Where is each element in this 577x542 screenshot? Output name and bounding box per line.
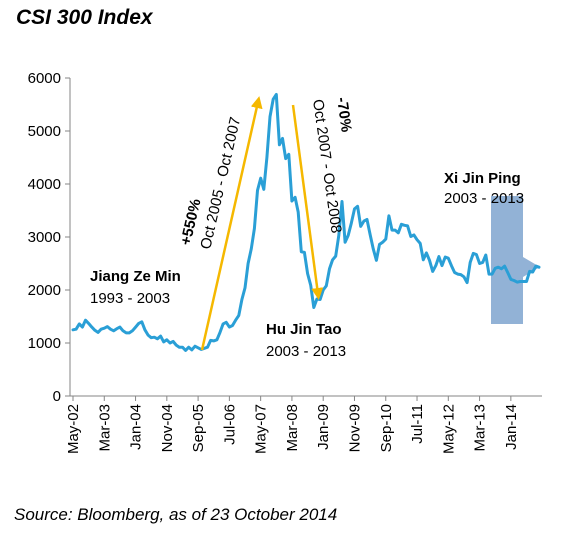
x-tick-label: Mar-03: [96, 404, 113, 452]
xi-years-label: 2003 - 2013: [444, 190, 524, 207]
x-tick-label: Jul-11: [409, 404, 426, 444]
x-tick-label: May-07: [253, 404, 270, 454]
y-tick-label: 5000: [28, 123, 61, 140]
jiang-name-label: Jiang Ze Min: [90, 268, 181, 285]
y-tick-label: 2000: [28, 282, 61, 299]
chart-title: CSI 300 Index: [16, 6, 153, 29]
xi-jin-ping-period-arrow: [523, 257, 540, 277]
xi-jin-ping-period-box: [491, 196, 523, 324]
hu-name-label: Hu Jin Tao: [266, 321, 342, 338]
y-tick-label: 0: [53, 388, 61, 405]
jiang-years-label: 1993 - 2003: [90, 290, 170, 307]
x-tick-label: Mar-08: [284, 404, 301, 452]
hu-years-label: 2003 - 2013: [266, 343, 346, 360]
csi-300-line: [71, 92, 541, 352]
fall-arrow: [291, 104, 324, 300]
x-tick-label: May-02: [65, 404, 82, 454]
x-tick-label: Jul-06: [221, 404, 238, 445]
y-tick-label: 4000: [28, 176, 61, 193]
y-tick-label: 1000: [28, 335, 61, 352]
x-tick-label: May-12: [440, 404, 457, 454]
y-tick-label: 3000: [28, 229, 61, 246]
rise-period-label: Oct 2005 - Oct 2007: [197, 115, 244, 250]
fall-percent-label: -70%: [333, 96, 355, 133]
x-tick-label: Nov-04: [159, 404, 176, 452]
x-tick-label: Nov-09: [346, 404, 363, 452]
y-tick-label: 6000: [28, 70, 61, 87]
x-tick-label: Jan-14: [503, 404, 520, 450]
x-tick-label: Jan-09: [315, 404, 332, 450]
x-tick-label: Jan-04: [128, 404, 145, 450]
source-note: Source: Bloomberg, as of 23 October 2014: [14, 505, 338, 524]
xi-name-label: Xi Jin Ping: [444, 170, 521, 187]
rise-arrow: [200, 96, 263, 351]
x-tick-label: Sep-05: [190, 404, 207, 452]
x-tick-label: Mar-13: [472, 404, 489, 452]
x-tick-label: Sep-10: [378, 404, 395, 452]
